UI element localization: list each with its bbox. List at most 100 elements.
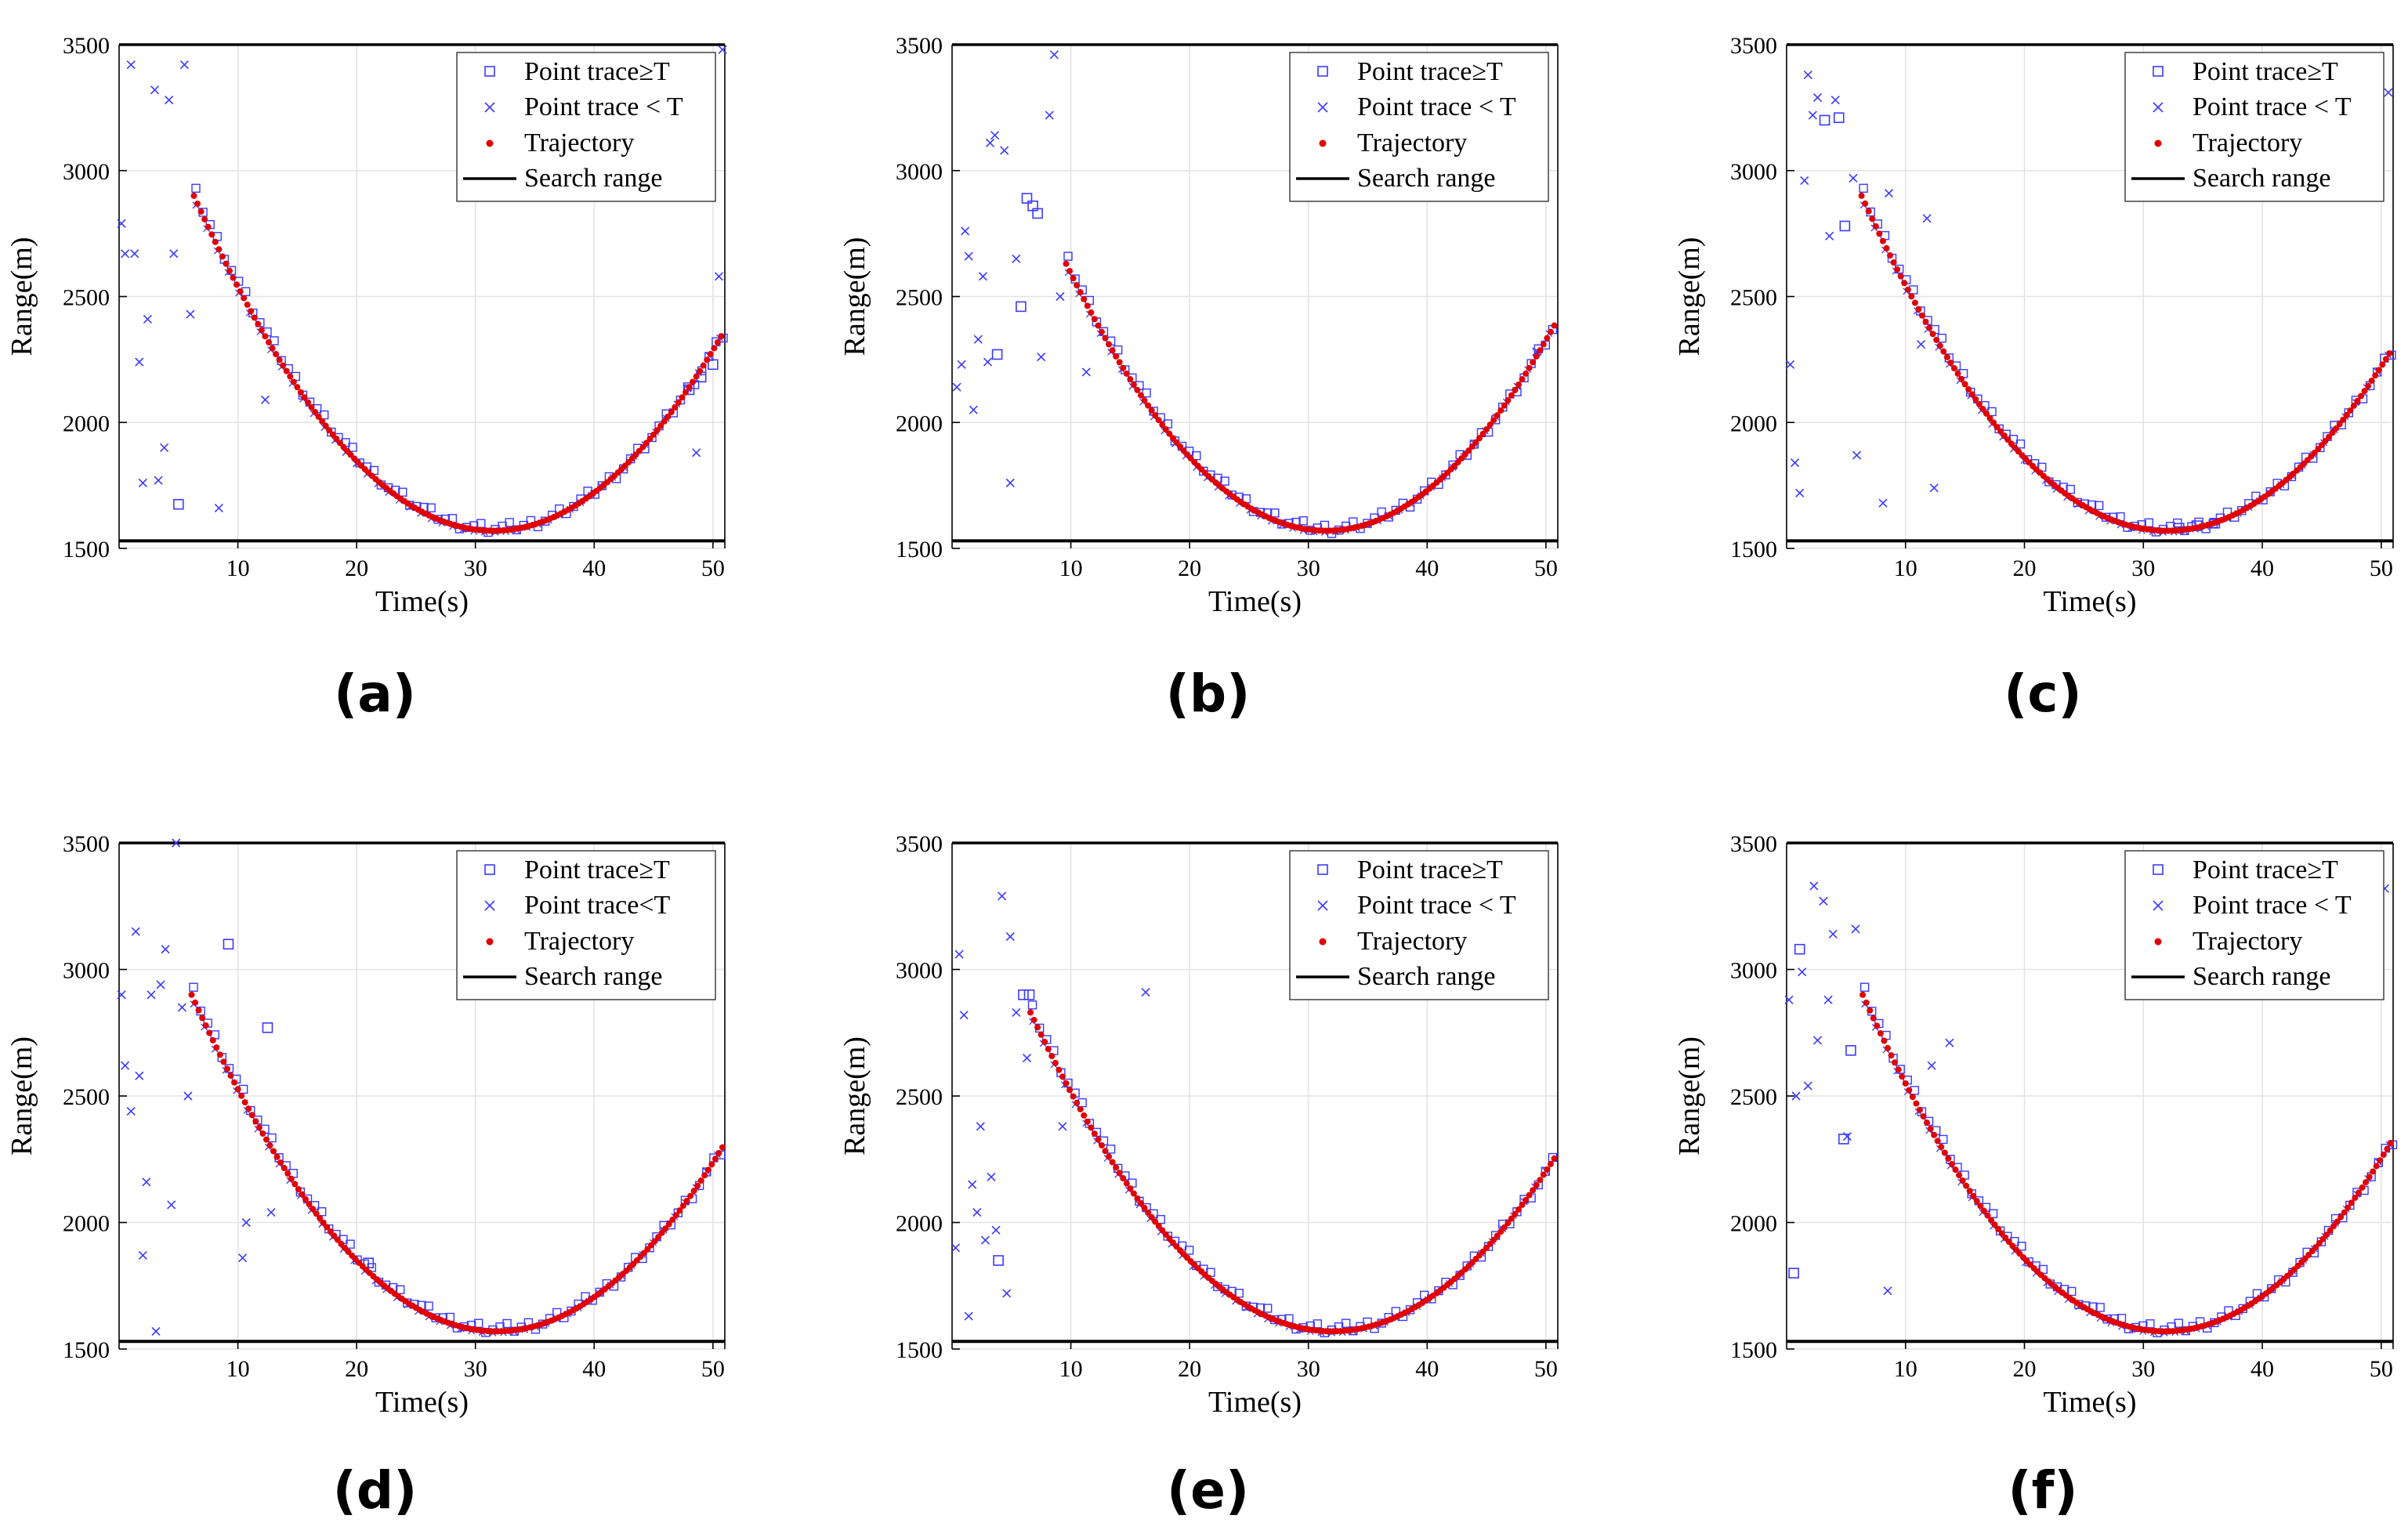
trajectory-point [219, 253, 226, 260]
legend-square-marker [1317, 66, 1328, 77]
point-trace-lt-T-marker [167, 1200, 176, 1210]
trajectory-point [690, 378, 697, 385]
point-trace-lt-T-marker [718, 45, 727, 54]
cross-stroke [1005, 478, 1015, 487]
point-trace-lt-T-marker [1929, 483, 1939, 493]
y-axis-label: Range(m) [5, 237, 38, 356]
cross-stroke [1002, 1289, 1012, 1298]
point-trace-lt-T-marker [1916, 340, 1926, 349]
trajectory-point [258, 327, 265, 334]
point-trace-ge-T-marker [2094, 501, 2104, 511]
x-tick-label: 40 [582, 555, 606, 581]
point-trace-lt-T-marker [1045, 110, 1054, 120]
cross-stroke [1000, 146, 1009, 155]
trajectory-point [1159, 421, 1166, 429]
trajectory-point [1879, 237, 1886, 244]
point-trace-ge-T-marker [2066, 1286, 2077, 1297]
trajectory-point [1109, 347, 1116, 354]
point-trace-lt-T-marker [161, 945, 170, 954]
trajectory-point [299, 1191, 306, 1198]
trajectory-point [1148, 407, 1155, 414]
chart-panel-c: 10 20 30 40 50 1500 2000 2500 3000 3500 Time(s) Ran… [1673, 33, 2396, 724]
trajectory-point [1540, 1171, 1547, 1178]
trajectory-point [273, 1153, 281, 1160]
y-tick-label: 2000 [1730, 1211, 1777, 1237]
x-tick-label: 20 [345, 1356, 368, 1382]
trajectory-point [1906, 1087, 1913, 1094]
cross-stroke [154, 476, 163, 485]
legend: Point trace≥T Point trace < T Trajectory Se… [2124, 52, 2384, 202]
trajectory-point [1970, 1192, 1977, 1199]
point-trace-ge-T-marker [1788, 1268, 1799, 1279]
point-trace-lt-T-marker [1823, 995, 1833, 1004]
cross-stroke [1825, 231, 1834, 241]
trajectory-point [1074, 1099, 1081, 1106]
trajectory-point [668, 408, 675, 415]
point-trace-ge-T-marker [474, 1318, 483, 1328]
point-trace-lt-T-marker [1803, 1081, 1812, 1091]
x-tick-label: 30 [2131, 1356, 2155, 1382]
point-trace-ge-T-marker [395, 1285, 405, 1295]
trajectory-point [1551, 1155, 1558, 1162]
chart-panel-b: 10 20 30 40 50 1500 2000 2500 3000 3500 Time(s) Ran… [838, 33, 1559, 724]
point-trace-ge-T-marker [2017, 1241, 2026, 1251]
point-trace-lt-T-marker [1927, 1061, 1936, 1070]
trajectory-point [1141, 1204, 1148, 1211]
cross-stroke [951, 1243, 961, 1253]
x-tick-label: 50 [2370, 555, 2393, 581]
trajectory-point [1870, 1015, 1877, 1022]
trajectory-point [1145, 402, 1152, 409]
trajectory-point [244, 301, 251, 308]
point-trace-lt-T-marker [183, 1091, 193, 1101]
trajectory-point [216, 1051, 223, 1058]
trajectory-point [313, 1210, 320, 1217]
trajectory-point [1881, 1037, 1888, 1044]
legend-label: Point trace≥T [524, 57, 670, 86]
trajectory-point [1130, 1190, 1137, 1197]
trajectory-point [714, 338, 721, 345]
cross-stroke [121, 249, 130, 259]
legend: Point trace≥T Point trace < T Trajectory Se… [2124, 850, 2384, 1000]
trajectory-point [1476, 435, 1483, 442]
trajectory-point [2365, 382, 2372, 389]
cross-stroke [976, 1122, 985, 1131]
point-trace-lt-T-marker [1049, 50, 1059, 60]
x-tick-label: 30 [464, 555, 487, 581]
point-trace-lt-T-marker [1141, 988, 1150, 997]
trajectory-point [1943, 353, 1950, 360]
trajectory-point [1547, 1160, 1554, 1167]
point-trace-ge-T-marker [1819, 114, 1830, 126]
panel-caption: (b) [1166, 664, 1251, 724]
trajectory-point [1530, 1187, 1537, 1194]
y-axis-label: Range(m) [5, 1036, 38, 1156]
trajectory-point [675, 399, 682, 406]
trajectory-point [1512, 1210, 1519, 1217]
cross-stroke [147, 990, 156, 1000]
legend: Point trace≥T Point trace < T Trajectory Se… [1289, 850, 1549, 1000]
cross-stroke [1785, 360, 1795, 369]
trajectory-point [1081, 295, 1088, 302]
trajectory-point [1862, 200, 1869, 207]
trajectory-point [1116, 1170, 1123, 1177]
trajectory-point [1948, 1161, 1955, 1168]
trajectory-point [2312, 1243, 2319, 1250]
trajectory-point [1106, 1153, 1113, 1160]
cross-stroke [985, 138, 995, 147]
cross-stroke [165, 96, 174, 105]
point-trace-ge-T-marker [1018, 989, 1029, 1000]
trajectory-point [697, 1177, 704, 1184]
trajectory-point [1551, 322, 1558, 329]
point-trace-lt-T-marker [1798, 968, 1807, 977]
trajectory-point [1134, 386, 1141, 393]
trajectory-point [2354, 397, 2361, 404]
trajectory-point [1137, 392, 1144, 399]
point-trace-ge-T-marker [1032, 208, 1043, 219]
point-trace-ge-T-marker [1023, 989, 1035, 1000]
point-trace-ge-T-marker [1262, 1304, 1273, 1313]
trajectory-point [1056, 1066, 1063, 1073]
trajectory-point [1497, 407, 1505, 414]
y-tick-label: 3000 [896, 958, 943, 984]
cross-stroke [991, 1225, 1001, 1235]
point-trace-ge-T-marker [348, 443, 357, 452]
trajectory-point [1166, 430, 1173, 437]
